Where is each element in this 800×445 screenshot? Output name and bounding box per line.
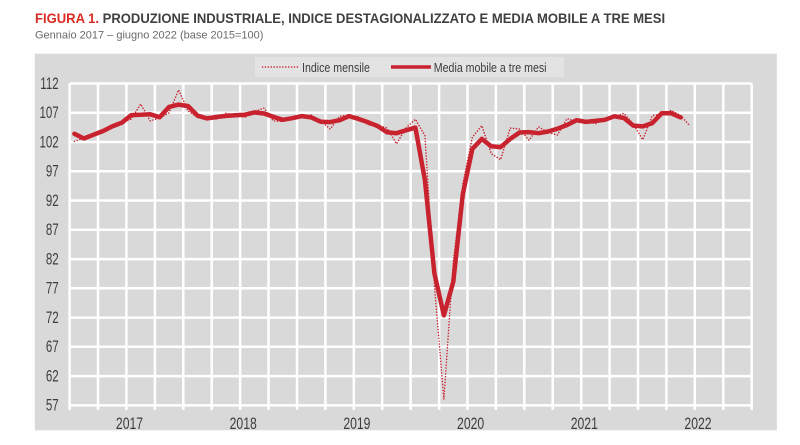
svg-text:87: 87 bbox=[46, 221, 59, 240]
svg-text:2021: 2021 bbox=[571, 415, 598, 433]
svg-text:2018: 2018 bbox=[230, 415, 257, 433]
svg-text:2019: 2019 bbox=[343, 415, 370, 433]
svg-text:62: 62 bbox=[46, 367, 59, 386]
svg-text:Indice mensile: Indice mensile bbox=[302, 61, 370, 75]
svg-text:72: 72 bbox=[46, 309, 59, 328]
svg-text:2020: 2020 bbox=[457, 415, 484, 433]
svg-text:107: 107 bbox=[39, 104, 58, 123]
svg-text:FIGURA 1. PRODUZIONE INDUSTRIA: FIGURA 1. PRODUZIONE INDUSTRIALE, INDICE… bbox=[35, 11, 665, 27]
svg-text:2022: 2022 bbox=[684, 415, 711, 433]
svg-text:112: 112 bbox=[40, 75, 58, 94]
svg-text:97: 97 bbox=[46, 163, 59, 182]
svg-text:2017: 2017 bbox=[116, 415, 143, 433]
svg-text:Media mobile a tre mesi: Media mobile a tre mesi bbox=[434, 61, 547, 75]
svg-text:67: 67 bbox=[46, 338, 59, 357]
svg-text:92: 92 bbox=[46, 192, 59, 211]
svg-text:57: 57 bbox=[46, 397, 59, 416]
svg-text:82: 82 bbox=[46, 250, 59, 269]
svg-text:102: 102 bbox=[39, 133, 58, 152]
svg-text:Gennaio 2017 – giugno 2022 (ba: Gennaio 2017 – giugno 2022 (base 2015=10… bbox=[35, 30, 263, 42]
svg-text:77: 77 bbox=[46, 280, 59, 299]
